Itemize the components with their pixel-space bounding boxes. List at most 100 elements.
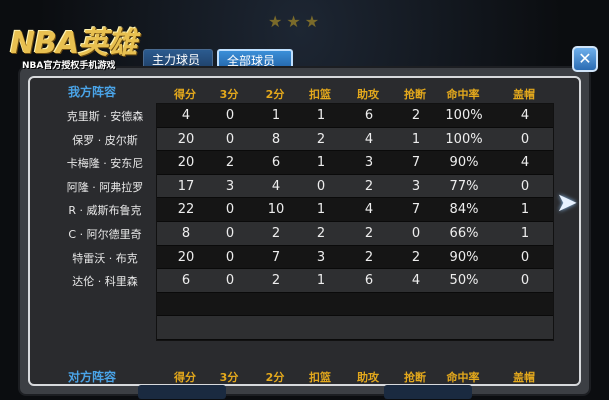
stat-cell: 3 <box>411 178 421 194</box>
column-header: 2分 <box>265 88 285 101</box>
player-row: 6 0 2 1 6 4 50% 0 <box>157 269 553 293</box>
stat-cell: 0 <box>225 108 235 123</box>
player-name: R · 威斯布鲁克 <box>68 204 142 218</box>
tab-starters[interactable]: 主力球员 <box>143 49 213 69</box>
stat-cell: 4 <box>520 108 530 123</box>
stat-cell: 10 <box>267 202 285 218</box>
player-name: 克里斯 · 安德森 <box>66 110 144 123</box>
player-name: 卡梅隆 · 安东尼 <box>66 157 144 171</box>
stat-cell: 0 <box>411 225 421 241</box>
column-header: 3分 <box>219 88 239 101</box>
stat-cell: 2 <box>316 225 326 241</box>
stat-cell: 4 <box>520 155 530 171</box>
player-row: 20 0 8 2 4 1 100% 0 <box>157 127 553 152</box>
bottom-button-left[interactable] <box>138 385 226 399</box>
player-row: 22 0 10 1 4 7 84% 1 <box>157 198 553 222</box>
stat-cell: 20 <box>177 155 195 171</box>
stat-cell: 50% <box>449 273 479 289</box>
stat-cell: 100% <box>445 108 483 123</box>
stat-cell: 84% <box>449 202 479 218</box>
stat-cell: 1 <box>520 225 530 241</box>
stat-cell: 2 <box>316 131 326 147</box>
stat-cell: 0 <box>225 202 235 218</box>
stat-cell: 0 <box>520 249 530 265</box>
stat-cell: 17 <box>177 178 195 194</box>
stat-cell: 8 <box>271 131 281 147</box>
stat-cell: 2 <box>225 155 235 171</box>
stat-cell: 2 <box>364 178 374 194</box>
player-row: 17 3 4 0 2 3 77% 0 <box>157 174 553 199</box>
player-row: 4 0 1 1 6 2 100% 4 <box>157 104 553 128</box>
stat-cell: 0 <box>520 273 530 289</box>
stat-cell: 3 <box>316 249 326 265</box>
stat-cell: 4 <box>411 273 421 289</box>
stat-cell: 0 <box>316 178 326 194</box>
stat-cell: 100% <box>445 131 483 147</box>
stat-cell: 0 <box>520 178 530 194</box>
stat-cell: 4 <box>271 178 281 194</box>
stat-cell: 2 <box>271 225 281 241</box>
player-name: 特雷沃 · 布克 <box>72 251 138 265</box>
player-row: 20 0 7 3 2 2 90% 0 <box>157 245 553 270</box>
stat-cell: 20 <box>177 249 195 265</box>
column-header: 命中率 <box>446 88 480 101</box>
logo-subtitle: NBA官方授权手机游戏 <box>22 61 116 71</box>
stat-cell: 0 <box>225 273 235 289</box>
player-name: C · 阿尔德里奇 <box>68 228 142 241</box>
column-header: 扣篮 <box>309 371 331 384</box>
column-header: 扣篮 <box>309 88 331 101</box>
game-logo: NBA英雄 NBA官方授权手机游戏 <box>10 18 137 71</box>
stat-cell: 66% <box>449 225 479 241</box>
column-header: 抢断 <box>404 371 426 384</box>
player-row: 8 0 2 2 2 0 66% 1 <box>157 221 553 246</box>
logo-title: NBA英雄 <box>10 26 137 61</box>
stat-cell: 2 <box>364 249 374 265</box>
stat-cell: 2 <box>271 273 281 289</box>
column-header: 助攻 <box>357 88 379 101</box>
close-button[interactable]: ✕ <box>572 46 598 72</box>
stat-cell: 1 <box>316 108 326 123</box>
stat-cell: 7 <box>271 249 281 265</box>
stat-cell: 1 <box>316 273 326 289</box>
stat-cell: 1 <box>271 108 281 123</box>
opponent-team-label: 对方阵容 <box>68 370 117 384</box>
stat-cell: 6 <box>364 108 374 123</box>
stat-cell: 1 <box>520 202 530 218</box>
empty-row <box>157 292 553 317</box>
stat-cell: 0 <box>225 249 235 265</box>
stat-cell: 90% <box>449 155 479 171</box>
player-name: 达伦 · 科里森 <box>72 275 138 289</box>
stat-cell: 20 <box>177 131 195 147</box>
stat-cell: 0 <box>225 225 235 241</box>
player-name: 阿隆 · 阿弗拉罗 <box>66 180 144 194</box>
stat-cell: 2 <box>411 108 421 123</box>
stat-cell: 1 <box>316 202 326 218</box>
close-icon: ✕ <box>578 49 592 68</box>
column-header: 得分 <box>174 371 196 384</box>
stat-cell: 7 <box>411 155 421 171</box>
stat-cell: 1 <box>411 131 421 147</box>
stat-cell: 0 <box>225 131 235 147</box>
column-header: 3分 <box>219 371 239 384</box>
next-arrow-icon[interactable]: ➤ <box>556 188 578 218</box>
my-team-label: 我方阵容 <box>68 85 117 99</box>
stat-cell: 6 <box>364 273 374 289</box>
stat-cell: 2 <box>364 225 374 241</box>
column-header: 得分 <box>174 88 196 101</box>
stat-cell: 22 <box>177 202 195 218</box>
stat-cell: 7 <box>411 202 421 218</box>
tab-all-players[interactable]: 全部球员 <box>217 49 293 69</box>
column-header: 盖帽 <box>513 88 535 101</box>
stat-cell: 8 <box>181 225 191 241</box>
stat-cell: 4 <box>364 202 374 218</box>
column-header: 抢断 <box>404 88 426 101</box>
stats-table[interactable]: 4 0 1 1 6 2 100% 4 20 0 8 2 4 1 100% 0 20 2 6 1 3 7 90% 4 17 3 4 0 2… <box>156 103 554 341</box>
stat-cell: 77% <box>449 178 479 194</box>
column-header: 2分 <box>265 371 285 384</box>
stars-icon: ★★★ <box>268 12 324 31</box>
player-row: 20 2 6 1 3 7 90% 4 <box>157 151 553 175</box>
empty-row <box>157 316 553 340</box>
stat-cell: 0 <box>520 131 530 147</box>
bottom-button-right[interactable] <box>384 385 472 399</box>
stat-cell: 4 <box>364 131 374 147</box>
